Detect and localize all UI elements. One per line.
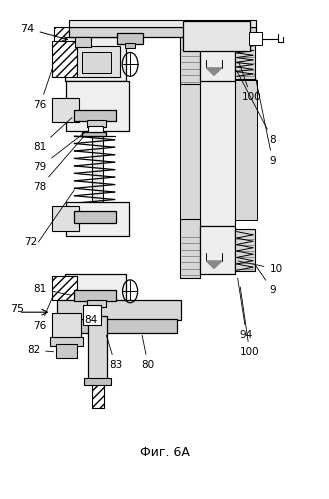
Text: 76: 76 (34, 67, 53, 110)
Bar (75, 36, 91, 47)
Text: 82: 82 (27, 345, 54, 355)
Bar (54, 26, 75, 50)
Bar (125, 43, 135, 48)
Bar (83, 305, 101, 325)
Text: 78: 78 (34, 136, 84, 192)
Bar (84, 378, 111, 385)
Text: 81: 81 (34, 284, 71, 295)
Bar (200, 39, 235, 81)
Text: 9: 9 (255, 74, 276, 166)
Text: 9: 9 (256, 266, 276, 295)
Bar (66, 202, 129, 236)
Bar (50, 337, 83, 346)
Bar (200, 226, 235, 274)
Bar (92, 135, 103, 222)
Bar (74, 290, 116, 301)
Bar (57, 300, 181, 320)
Bar (69, 26, 256, 36)
Bar (200, 79, 235, 226)
Bar (63, 319, 177, 333)
Bar (74, 211, 116, 223)
Bar (235, 229, 255, 271)
Text: 10: 10 (238, 261, 283, 274)
Text: 79: 79 (34, 131, 86, 172)
Bar (249, 32, 262, 45)
Bar (52, 276, 77, 300)
Text: 8: 8 (237, 70, 276, 145)
Bar (56, 344, 77, 358)
Bar (64, 36, 126, 81)
Bar (89, 316, 108, 380)
Text: 100: 100 (239, 63, 261, 102)
Text: 76: 76 (34, 297, 53, 331)
Bar (183, 20, 250, 51)
Bar (69, 19, 256, 26)
Text: 84: 84 (84, 315, 97, 325)
Text: 94: 94 (238, 278, 253, 340)
Text: 72: 72 (24, 237, 37, 247)
Polygon shape (206, 261, 222, 268)
Text: 83: 83 (106, 335, 122, 370)
Bar (235, 41, 255, 79)
Bar (89, 126, 103, 133)
Bar (52, 41, 77, 77)
Text: 75: 75 (11, 304, 25, 314)
Bar (92, 383, 104, 408)
Text: 74: 74 (20, 23, 67, 40)
Bar (66, 81, 129, 131)
Bar (180, 36, 200, 84)
Bar (77, 46, 120, 77)
Text: 81: 81 (34, 118, 72, 152)
Bar (82, 132, 106, 136)
Bar (52, 206, 79, 231)
Bar (64, 274, 126, 303)
Polygon shape (206, 68, 222, 75)
Bar (82, 52, 112, 73)
Bar (180, 219, 200, 278)
Bar (52, 313, 81, 339)
Text: Фиг. 6А: Фиг. 6А (139, 446, 190, 459)
Bar (117, 32, 142, 44)
Bar (87, 300, 106, 307)
Bar (87, 120, 106, 127)
Text: 100: 100 (240, 287, 260, 357)
Text: 80: 80 (141, 335, 155, 370)
Bar (74, 110, 116, 121)
Bar (52, 98, 79, 122)
Bar (180, 80, 257, 220)
